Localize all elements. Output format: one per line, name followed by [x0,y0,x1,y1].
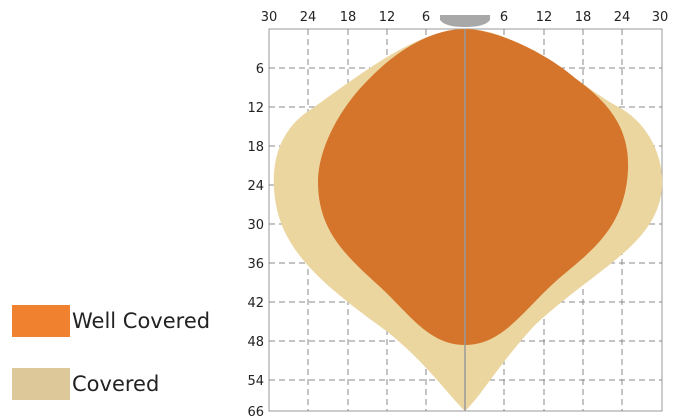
left-tick-label: 36 [247,257,264,272]
covered-swatch [12,368,70,400]
left-tick-label: 12 [247,101,264,116]
top-axis-ticks: 30 24 18 12 6 6 12 18 24 30 [261,10,669,25]
legend-label-well-covered: Well Covered [72,309,211,333]
top-tick-label: 6 [500,10,508,25]
top-tick-label: 30 [652,10,669,25]
left-tick-label: 18 [247,140,264,155]
left-tick-label: 54 [247,374,264,389]
well-covered-swatch [12,305,70,337]
top-tick-label: 24 [300,10,317,25]
top-tick-label: 18 [340,10,357,25]
left-tick-label: 66 [247,405,264,419]
left-tick-label: 42 [247,296,264,311]
well-covered-zone [318,29,629,345]
top-tick-label: 12 [536,10,553,25]
top-tick-label: 18 [575,10,592,25]
legend-item-well-covered: Well Covered [12,305,210,337]
legend-label-covered: Covered [72,372,160,396]
left-tick-label: 6 [256,62,264,77]
top-tick-label: 30 [261,10,278,25]
legend-item-covered: Covered [12,368,159,400]
left-axis-ticks: 6 12 18 24 30 36 42 48 54 66 [247,62,264,419]
left-tick-label: 30 [247,218,264,233]
left-tick-label: 48 [247,335,264,350]
top-tick-label: 12 [379,10,396,25]
sensor-device [440,15,490,27]
top-tick-label: 24 [614,10,631,25]
left-tick-label: 24 [247,179,264,194]
top-tick-label: 6 [422,10,430,25]
